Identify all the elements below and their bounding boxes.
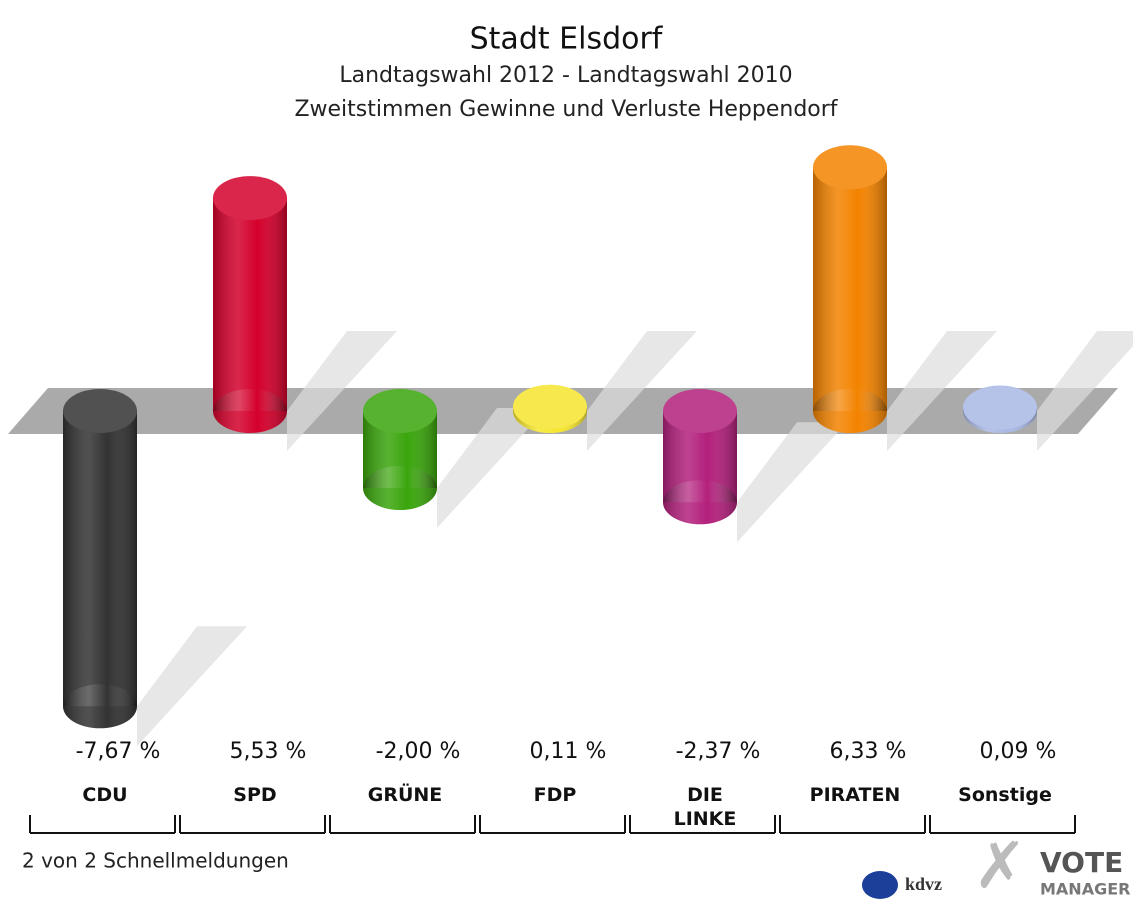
bar-cap-top-light [513,384,587,429]
chart-subtitle: Landtagswahl 2012 - Landtagswahl 2010 [339,63,792,88]
value-label: -2,37 % [676,739,761,764]
bar-cap-top [513,384,587,429]
bar-cap-top [63,389,137,433]
bracket [179,815,326,834]
bracket [329,815,476,834]
value-label: 6,33 % [830,739,907,764]
logo-ball [862,871,898,899]
bracket [29,815,176,834]
bar-cap-bottom-shade [663,480,737,525]
value-label: 0,09 % [980,739,1057,764]
bracket [479,815,626,834]
footer-note: 2 von 2 Schnellmeldungen [22,849,289,873]
x-tick-label: SPD [233,784,277,806]
bar-shine [213,198,287,411]
bar-cap-top [813,145,887,190]
bar-cap-top [963,385,1037,430]
chart-title: Stadt Elsdorf [470,22,664,57]
bar-shadow [587,331,697,451]
logo-text: kdvz [905,874,942,894]
logo-text: MANAGER [1040,880,1130,899]
x-tick-label: Sonstige [958,784,1052,806]
bar-cap-bottom-shade [363,466,437,510]
bar-cap-top [213,176,287,221]
bar-shadow [287,331,397,451]
bar-shadow [1037,331,1133,451]
x-tick-label: PIRATEN [809,784,901,806]
x-tick-label: DIE LINKE [673,784,737,830]
bracket [779,815,926,834]
bar-shadow [737,422,847,543]
logo-x: ✗ [973,830,1027,904]
bar-cap-top-light [363,389,437,433]
bar-shine [813,167,887,411]
bar-cap-top-light [813,145,887,190]
bar-cap-top-light [963,385,1037,430]
bracket [929,815,1076,834]
bar-cap-top-light [63,389,137,433]
chart-subtitle: Zweitstimmen Gewinne und Verluste Heppen… [294,97,838,122]
bar-cap-bottom-shade [63,684,137,729]
bar-cap-top-light [213,176,287,221]
x-tick-label: CDU [82,784,128,806]
x-tick-label: FDP [533,784,577,806]
bar-shadow [437,408,547,528]
bar-cap-bottom-shade [813,389,887,433]
bar-cap-top [363,389,437,433]
logo-text: VOTE [1040,846,1123,879]
x-tick-label: GRÜNE [367,784,443,806]
value-label: -7,67 % [76,739,161,764]
bar-shadow [887,331,997,451]
bar-cap-top-light [663,389,737,433]
bar-shadow [137,626,247,747]
category-brackets [29,815,1076,834]
value-label: 0,11 % [530,739,607,764]
bar-cap-bottom-shade [213,389,287,433]
bar-shine [63,411,137,707]
bracket [629,815,776,834]
bar-cap-top [663,389,737,433]
value-label: -2,00 % [376,739,461,764]
value-label: 5,53 % [230,739,307,764]
